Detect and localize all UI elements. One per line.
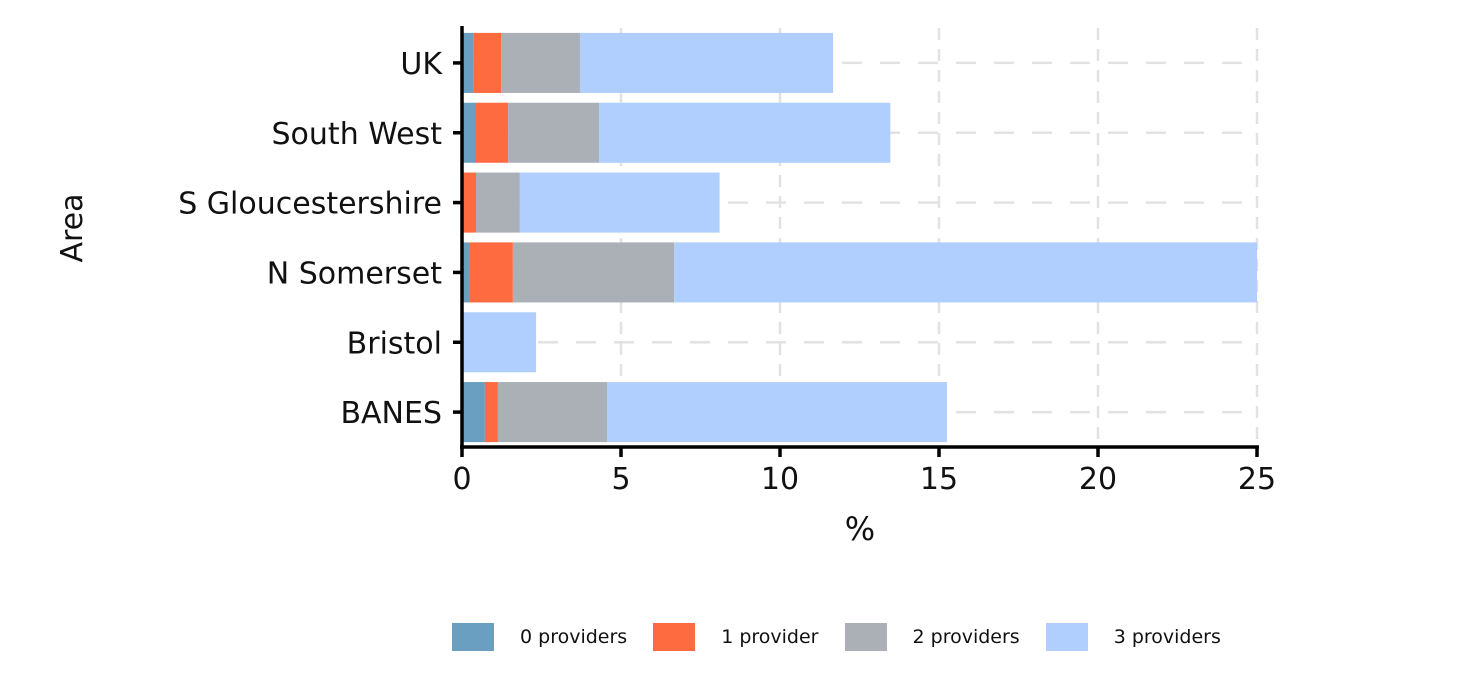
bar-segment [674, 242, 1257, 303]
legend-label: 3 providers [1113, 626, 1221, 648]
bar-segment [579, 32, 834, 93]
legend-item: 1 provider [653, 623, 819, 651]
bar-segment [497, 382, 608, 443]
x-tick-label: 20 [1079, 462, 1117, 497]
axes: UK South West S Gloucestershire N Somerset B… [178, 26, 1276, 497]
legend-label: 0 providers [520, 626, 628, 648]
x-axis-label: % [845, 510, 875, 548]
bar-segment [607, 382, 947, 443]
legend-swatch [653, 623, 696, 651]
bar-segment [475, 172, 520, 233]
legend-item: 0 providers [452, 623, 627, 651]
legend-item: 3 providers [1045, 623, 1221, 651]
y-tick-label: N Somerset [267, 256, 442, 291]
bar-segment [462, 102, 476, 163]
legend-label: 2 providers [912, 626, 1020, 648]
legend-label: 1 provider [721, 626, 819, 648]
y-tick-label: UK [400, 47, 443, 82]
bar-segment [473, 32, 502, 93]
legend-swatch [844, 623, 887, 651]
x-tick-label: 0 [452, 462, 471, 497]
bar-segment [462, 32, 474, 93]
bar-segment [519, 172, 720, 233]
legend: 0 providers 1 provider 2 providers 3 provid… [452, 623, 1247, 651]
bar-segment [484, 382, 498, 443]
y-tick-label: S Gloucestershire [178, 187, 442, 222]
x-tick-label: 5 [611, 462, 630, 497]
bar-segment [508, 102, 600, 163]
y-axis-label: Area [55, 193, 90, 262]
y-tick-label: South West [272, 117, 443, 152]
bar-segment [475, 102, 509, 163]
legend-swatch [1045, 623, 1088, 651]
bar-segment [462, 312, 537, 373]
bar-segment [462, 242, 470, 303]
bar-segment [462, 172, 476, 233]
bar-segment [462, 382, 485, 443]
legend-item: 2 providers [844, 623, 1020, 651]
bars [462, 32, 1257, 443]
y-tick-label: Bristol [347, 326, 442, 361]
bar-segment [512, 242, 675, 303]
y-tick-label: BANES [340, 396, 442, 431]
bar-segment [469, 242, 513, 303]
legend-swatch [452, 623, 494, 651]
bar-segment [501, 32, 580, 93]
x-tick-label: 15 [920, 462, 958, 497]
x-tick-label: 25 [1238, 462, 1276, 497]
x-tick-label: 10 [761, 462, 799, 497]
bar-segment [599, 102, 891, 163]
